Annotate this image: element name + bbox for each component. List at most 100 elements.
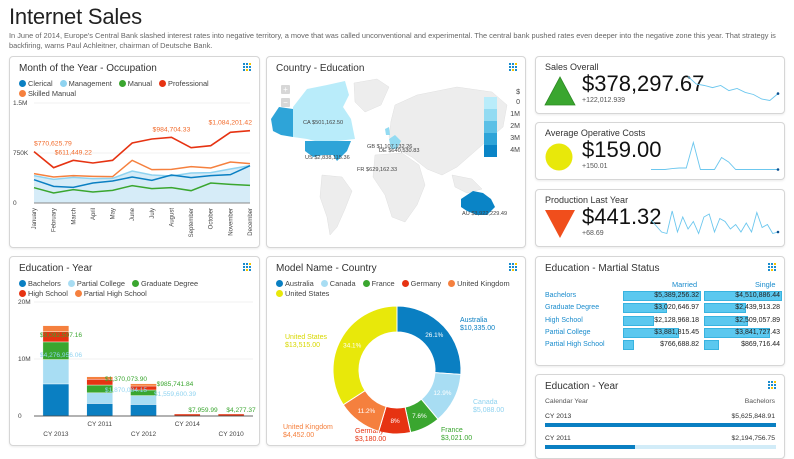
- region-australia[interactable]: [461, 191, 495, 215]
- region-us[interactable]: [305, 141, 351, 161]
- chart-settings-icon[interactable]: [509, 63, 518, 72]
- scale-swatch: [484, 97, 497, 109]
- chart-settings-icon[interactable]: [768, 263, 777, 272]
- legend-label: Manual: [127, 79, 153, 88]
- legend-swatch: [118, 80, 126, 87]
- row-label: CY 2013: [545, 413, 572, 420]
- bar-segment[interactable]: [86, 403, 113, 417]
- legend-item[interactable]: Australia: [276, 279, 314, 289]
- legend-label: Professional: [168, 79, 209, 88]
- bar-segment[interactable]: [130, 404, 157, 417]
- kpi-value: $159.00: [582, 137, 662, 162]
- world-map[interactable]: CA $501,162.50 US $2,838,115.36 GB $1,10…: [267, 57, 526, 248]
- sparkline: [650, 210, 780, 235]
- series-line-clerical[interactable]: [33, 164, 251, 189]
- row-label: High School: [545, 316, 583, 324]
- legend-item[interactable]: United States: [276, 289, 329, 299]
- single-cell: $4,510,886.44: [704, 291, 782, 301]
- legend-item[interactable]: Professional: [159, 79, 209, 89]
- chart-settings-icon[interactable]: [768, 381, 777, 390]
- legend-swatch: [159, 80, 167, 87]
- region-alaska[interactable]: [271, 107, 293, 137]
- bar-segment[interactable]: [130, 383, 157, 387]
- chart-settings-icon[interactable]: [243, 263, 252, 272]
- legend-item[interactable]: Management: [59, 79, 112, 89]
- legend-label: Partial High School: [83, 289, 147, 298]
- legend-swatch: [19, 80, 26, 87]
- table-row[interactable]: Graduate Degree $3,020,646.97 $2,439,913.2…: [536, 303, 784, 314]
- legend-swatch: [19, 90, 26, 97]
- slice-name-label: France: [441, 427, 463, 434]
- legend-item[interactable]: Graduate Degree: [131, 279, 199, 289]
- legend-item[interactable]: Canada: [320, 279, 356, 289]
- data-label: $4,277.37: [226, 407, 256, 414]
- sparkline-path: [651, 140, 778, 170]
- legend-swatch: [19, 280, 26, 287]
- scale-label: 3M: [510, 135, 520, 142]
- x-tick-label: CY 2014: [175, 421, 201, 428]
- bar-segment[interactable]: [42, 325, 70, 332]
- data-label: $3,092,507.16: [40, 332, 83, 339]
- bar-segment[interactable]: [42, 359, 70, 385]
- row-label: Graduate Degree: [545, 304, 600, 312]
- region-europe[interactable]: [389, 135, 401, 149]
- chart-settings-icon[interactable]: [243, 63, 252, 72]
- legend-item[interactable]: Clerical: [19, 79, 53, 89]
- table-row[interactable]: Partial College $3,881,815.45 $3,841,727.4…: [536, 327, 784, 339]
- legend-item[interactable]: High School: [19, 289, 68, 299]
- chart-settings-icon[interactable]: [509, 263, 518, 272]
- bar-segment[interactable]: [130, 395, 157, 405]
- x-tick-label: February: [52, 208, 58, 232]
- legend-item[interactable]: United Kingdom: [448, 279, 510, 289]
- legend-swatch: [67, 280, 75, 287]
- x-tick-label: December: [248, 208, 254, 236]
- cell-value: $869,716.44: [741, 341, 780, 349]
- sparkline-path: [650, 210, 779, 235]
- sparkline-endpoint: [776, 230, 780, 234]
- series-line-skilled-manual[interactable]: [33, 159, 251, 178]
- legend-item[interactable]: France: [362, 279, 395, 289]
- series-line-professional[interactable]: [33, 129, 251, 169]
- table-row[interactable]: CY 2013 $5,625,848.91: [536, 413, 784, 433]
- card-title: Month of the Year - Occupation: [19, 63, 157, 74]
- donut-slice[interactable]: [332, 305, 398, 406]
- card-education-marital: Education - Martial Status Married Singl…: [535, 256, 785, 366]
- table-row[interactable]: Bachelors $5,389,256.32 $4,510,886.44: [536, 291, 784, 302]
- series-line-manual[interactable]: [33, 182, 251, 194]
- legend-label: Australia: [285, 279, 314, 288]
- card-title: Model Name - Country: [276, 263, 377, 274]
- legend-label: Graduate Degree: [140, 279, 199, 288]
- bar-segment[interactable]: [86, 392, 113, 404]
- donut-chart: 26.1% Australia$10,335.00 12.9% Canada$5,08…: [283, 305, 504, 443]
- bar-segment[interactable]: [42, 383, 70, 417]
- legend-label: Canada: [329, 279, 356, 288]
- map-zoom-out-button[interactable]: −: [281, 98, 290, 107]
- data-bar: [704, 340, 719, 351]
- legend-item[interactable]: Bachelors: [19, 279, 61, 289]
- data-bar: [623, 291, 701, 301]
- cell-value: $2,128,968.18: [654, 316, 699, 324]
- region-gb[interactable]: [385, 127, 390, 135]
- row-label: Partial College: [545, 328, 591, 336]
- legend-item[interactable]: Manual: [118, 79, 153, 89]
- legend-item[interactable]: Germany: [401, 279, 441, 289]
- married-cell: $2,128,968.18: [623, 315, 701, 326]
- column-header-married: Married: [672, 280, 698, 289]
- legend-label: Bachelors: [28, 279, 61, 288]
- series-line-management[interactable]: [33, 164, 251, 181]
- slice-name-label: Germany: [355, 428, 384, 435]
- bar-segment[interactable]: [86, 376, 113, 380]
- legend-item[interactable]: Partial High School: [74, 289, 147, 299]
- legend-item[interactable]: Skilled Manual: [19, 89, 76, 99]
- kpi-delta: +122,012.939: [582, 97, 626, 104]
- table-row[interactable]: Partial High School $766,688.82 $869,716.4…: [536, 340, 784, 351]
- table-row[interactable]: CY 2011 $2,194,756.75: [536, 435, 784, 455]
- x-tick-label: October: [209, 208, 215, 229]
- slice-name-label: Canada: [473, 399, 498, 406]
- map-zoom-in-button[interactable]: +: [281, 85, 290, 94]
- legend-item[interactable]: Partial College: [67, 279, 125, 289]
- table-row[interactable]: High School $2,128,968.18 $2,509,057.89: [536, 315, 784, 327]
- row-label: CY 2011: [545, 435, 571, 442]
- region-canada[interactable]: [293, 81, 355, 143]
- donut-slice[interactable]: [396, 305, 462, 375]
